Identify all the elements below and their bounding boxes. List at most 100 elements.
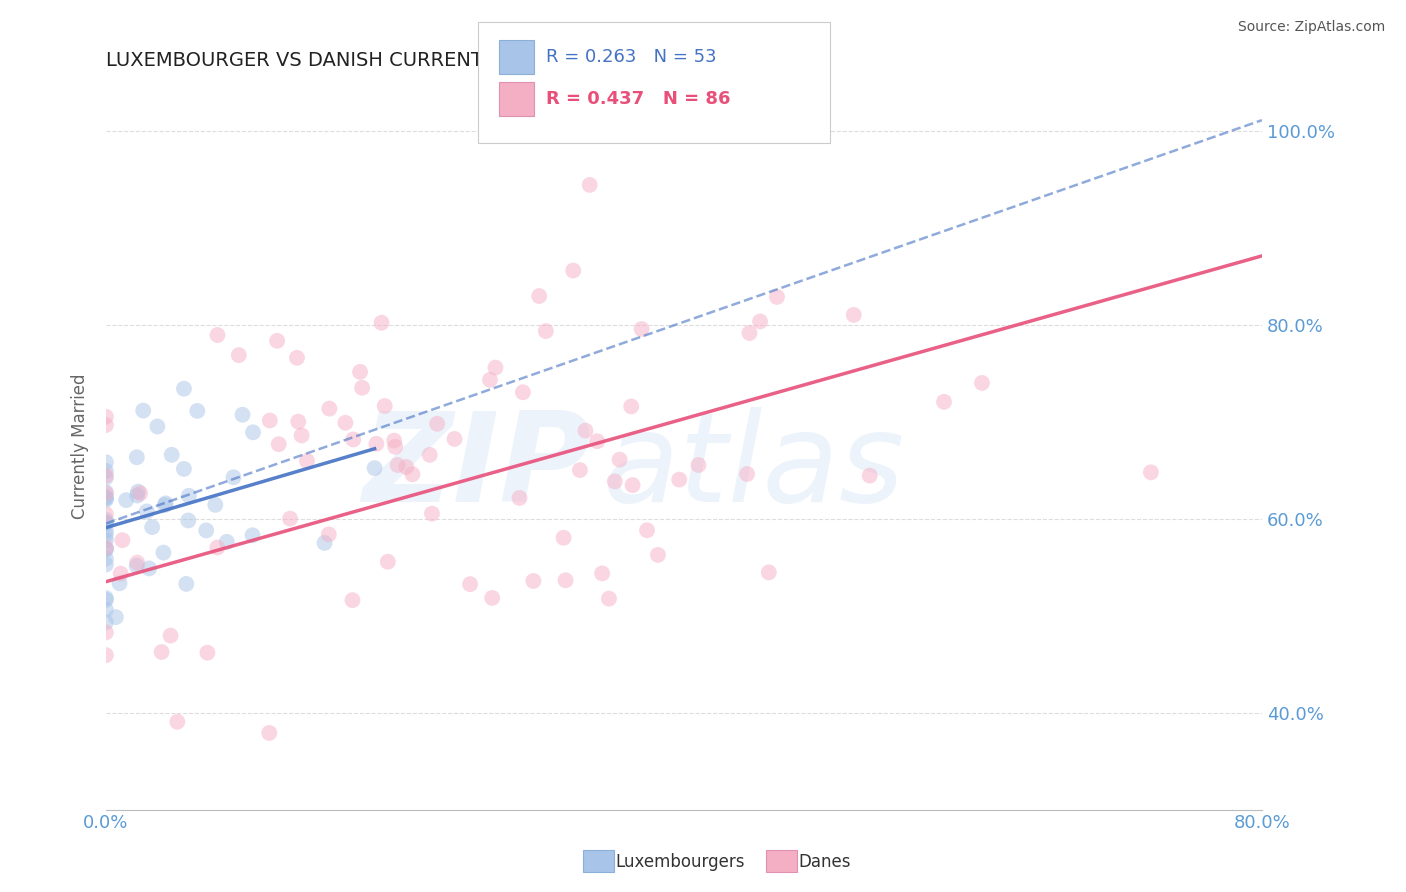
Point: [135, 504, 157, 518]
Text: Luxembourgers: Luxembourgers: [616, 853, 745, 871]
Point: [512, 385, 534, 400]
Point: [173, 382, 195, 396]
Point: [384, 440, 406, 454]
Text: atlas: atlas: [603, 408, 905, 528]
Point: [159, 629, 181, 643]
Point: [291, 428, 314, 442]
Point: [111, 533, 134, 548]
Point: [94, 542, 117, 557]
Point: [609, 452, 631, 467]
Point: [173, 462, 195, 476]
Point: [287, 415, 309, 429]
Point: [621, 478, 644, 492]
Point: [94, 524, 117, 538]
Point: [382, 434, 405, 448]
Point: [859, 468, 882, 483]
Point: [420, 507, 443, 521]
Point: [749, 314, 772, 328]
Point: [242, 425, 264, 440]
Point: [534, 324, 557, 338]
Point: [195, 524, 218, 538]
Point: [509, 491, 531, 505]
Point: [598, 591, 620, 606]
Point: [932, 394, 955, 409]
Point: [94, 491, 117, 506]
Point: [378, 822, 401, 836]
Text: LUXEMBOURGER VS DANISH CURRENTLY MARRIED CORRELATION CHART: LUXEMBOURGER VS DANISH CURRENTLY MARRIED…: [105, 51, 815, 70]
Point: [150, 645, 173, 659]
Point: [129, 486, 152, 500]
Point: [94, 516, 117, 530]
Point: [278, 511, 301, 525]
Point: [94, 464, 117, 478]
Point: [94, 492, 117, 507]
Point: [443, 432, 465, 446]
Point: [207, 328, 229, 343]
Point: [94, 468, 117, 483]
Point: [94, 470, 117, 484]
Point: [127, 484, 149, 499]
Point: [94, 527, 117, 541]
Point: [630, 322, 652, 336]
Point: [204, 498, 226, 512]
Point: [553, 531, 575, 545]
Point: [125, 558, 148, 573]
Point: [395, 460, 418, 475]
Point: [578, 178, 600, 192]
Point: [94, 516, 117, 530]
Point: [522, 574, 544, 588]
Point: [647, 548, 669, 562]
Point: [104, 610, 127, 624]
Point: [94, 513, 117, 527]
Point: [177, 489, 200, 503]
Point: [197, 646, 219, 660]
Point: [94, 615, 117, 629]
Point: [242, 528, 264, 542]
Point: [374, 399, 396, 413]
Point: [318, 401, 340, 416]
Point: [115, 493, 138, 508]
Point: [481, 591, 503, 605]
Text: Danes: Danes: [799, 853, 851, 871]
Point: [458, 577, 481, 591]
Point: [591, 566, 613, 581]
Point: [668, 473, 690, 487]
Point: [636, 523, 658, 537]
Point: [177, 513, 200, 527]
Point: [94, 507, 117, 521]
Point: [586, 434, 609, 449]
Point: [160, 448, 183, 462]
Point: [94, 603, 117, 617]
Point: [94, 648, 117, 662]
Point: [295, 454, 318, 468]
Point: [314, 536, 336, 550]
Text: R = 0.437   N = 86: R = 0.437 N = 86: [546, 90, 730, 108]
Point: [94, 490, 117, 504]
Point: [266, 334, 288, 348]
Point: [479, 373, 502, 387]
Point: [174, 577, 197, 591]
Point: [94, 455, 117, 469]
Point: [554, 574, 576, 588]
Point: [94, 542, 117, 557]
Text: R = 0.263   N = 53: R = 0.263 N = 53: [546, 48, 716, 66]
Point: [401, 467, 423, 482]
Point: [370, 316, 392, 330]
Point: [366, 437, 388, 451]
Point: [426, 417, 449, 431]
Point: [222, 470, 245, 484]
Point: [94, 558, 117, 572]
Point: [267, 437, 290, 451]
Text: ZIP: ZIP: [363, 408, 592, 528]
Point: [94, 417, 117, 432]
Point: [688, 458, 710, 472]
Point: [186, 404, 208, 418]
Point: [94, 516, 117, 531]
Point: [377, 555, 399, 569]
Point: [568, 463, 591, 477]
Point: [285, 351, 308, 365]
Point: [335, 416, 357, 430]
Point: [318, 527, 340, 541]
Point: [94, 486, 117, 500]
Point: [94, 533, 117, 547]
